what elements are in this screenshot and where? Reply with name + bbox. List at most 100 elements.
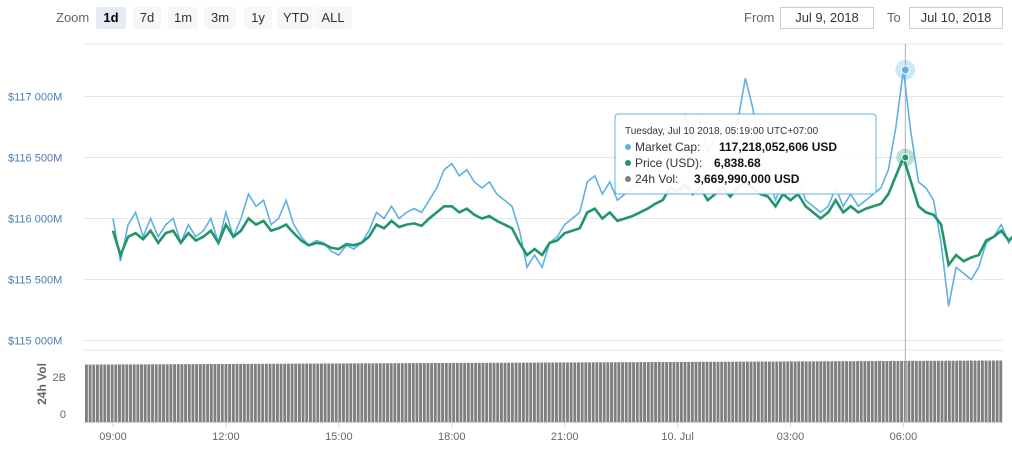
volume-bar [85,364,88,422]
volume-bar [867,361,871,422]
volume-bar [250,363,254,422]
volume-bar [540,362,544,422]
volume-bar [312,363,316,422]
volume-bar [342,363,345,422]
volume-bar [951,360,955,422]
volume-bar [555,362,558,422]
volume-bar [643,362,647,422]
volume-bar [165,364,169,422]
volume-bar [683,361,687,422]
volume-bar [969,360,973,422]
volume-bar [991,360,995,422]
volume-bar [727,361,731,422]
volume-bar [621,362,624,422]
volume-bar [779,361,782,422]
volume-bar [790,361,793,422]
volume-bars [85,360,1003,422]
zoom-button-1m[interactable]: 1m [168,7,198,29]
volume-bar [977,360,981,422]
volume-bar [349,363,353,422]
volume-bar [371,363,375,422]
volume-bar [668,361,672,422]
volume-bar [290,363,294,422]
volume-bar [936,360,940,422]
volume-bar [356,363,360,422]
volume-bar [922,360,926,422]
volume-bar [793,361,797,422]
x-tick-label: 21:00 [551,431,579,443]
tooltip-volume-value: 3,669,990,000 USD [694,172,800,186]
volume-bar [797,361,801,422]
volume-bar [286,363,290,422]
volume-bar [881,361,885,422]
volume-bar [125,364,129,422]
volume-bar [283,363,287,422]
volume-bar [845,361,848,422]
volume-bar [499,362,503,422]
volume-bar [444,362,448,422]
volume-bar [206,364,210,422]
to-label: To [887,10,901,25]
volume-axis-title: 24h Vol [35,363,49,405]
volume-bar [481,362,485,422]
volume-bar [672,361,676,422]
volume-bar [143,364,147,422]
zoom-button-ytd[interactable]: YTD [277,7,313,29]
volume-bar [463,362,467,422]
volume-bar [235,363,239,422]
from-date-input[interactable] [780,7,874,29]
volume-bar [257,363,261,422]
zoom-button-1y[interactable]: 1y [244,7,272,29]
volume-bar [929,360,933,422]
volume-bar [606,362,610,422]
volume-bar [584,362,588,422]
volume-bar [716,361,720,422]
volume-bar [510,362,514,422]
volume-bar [745,361,749,422]
volume-tick-label-0: 0 [60,409,66,421]
volume-bar [176,364,180,422]
volume-bar [610,362,613,422]
from-label: From [744,10,775,25]
tooltip-title: Tuesday, Jul 10 2018, 05:19:00 UTC+07:00 [625,126,819,137]
volume-bar [279,363,283,422]
volume-bar [367,363,371,422]
y-tick-label: $117 000M [8,92,62,104]
volume-bar [984,360,988,422]
zoom-button-3m[interactable]: 3m [204,7,236,29]
volume-bar [698,361,702,422]
volume-bar [723,361,727,422]
volume-bar [470,362,474,422]
to-date-input[interactable] [909,7,1003,29]
volume-bar [521,362,525,422]
volume-bar [173,364,176,422]
zoom-button-1d[interactable]: 1d [96,7,126,29]
volume-bar [400,363,404,422]
volume-bar [709,361,713,422]
volume-bar [378,363,382,422]
volume-bar [455,362,459,422]
price-hover-point [901,153,910,162]
volume-bar [980,360,984,422]
volume-bar [327,363,331,422]
volume-bar [995,360,999,422]
volume-bar [408,363,412,422]
volume-bar [830,361,834,422]
volume-bar [334,363,338,422]
volume-bar [804,361,808,422]
zoom-button-7d[interactable]: 7d [133,7,161,29]
volume-bar [856,361,859,422]
volume-tick-label-2b: 2B [53,372,66,384]
zoom-button-all[interactable]: ALL [314,7,352,29]
volume-axis: 24h Vol 2B 0 [35,363,66,421]
volume-bar [246,363,250,422]
volume-bar [404,363,408,422]
volume-bar [580,362,584,422]
volume-bar [874,361,878,422]
volume-bar [518,362,522,422]
volume-bar [316,363,320,422]
volume-bar [628,362,632,422]
x-tick-label: 09:00 [99,431,127,443]
volume-bar [488,362,492,422]
